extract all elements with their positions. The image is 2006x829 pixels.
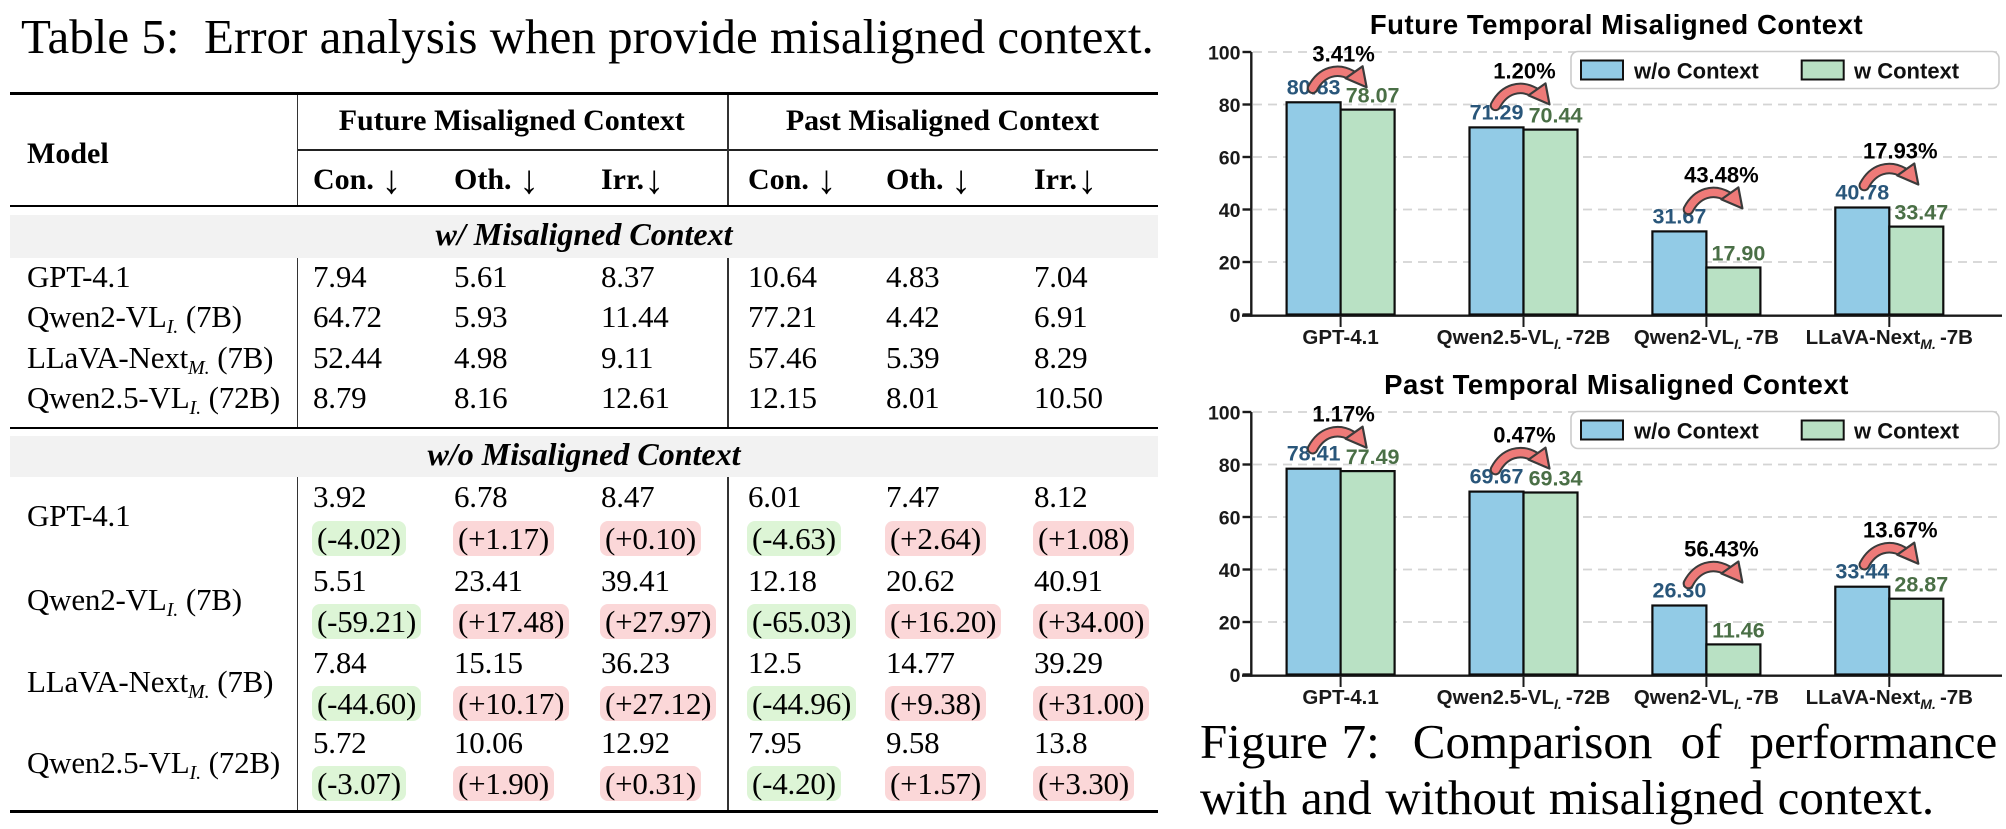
svg-text:LLaVA-NextM. -7B: LLaVA-NextM. -7B — [1806, 326, 1973, 352]
svg-text:60: 60 — [1219, 148, 1241, 170]
svg-text:Future Temporal Misaligned Con: Future Temporal Misaligned Context — [1370, 9, 1863, 40]
svg-text:GPT-4.1: GPT-4.1 — [1302, 326, 1378, 349]
svg-text:31.67: 31.67 — [1652, 204, 1706, 228]
svg-text:20: 20 — [1219, 253, 1241, 275]
svg-text:43.48%: 43.48% — [1684, 162, 1759, 187]
svg-text:100: 100 — [1208, 43, 1241, 65]
svg-text:Qwen2-VLI. -7B: Qwen2-VLI. -7B — [1634, 686, 1779, 712]
svg-text:w Context: w Context — [1853, 59, 1960, 84]
svg-text:56.43%: 56.43% — [1684, 537, 1759, 562]
svg-text:60: 60 — [1219, 508, 1241, 530]
svg-text:0: 0 — [1230, 305, 1241, 327]
svg-text:11.46: 11.46 — [1712, 618, 1765, 642]
svg-text:LLaVA-NextM. -7B: LLaVA-NextM. -7B — [1806, 686, 1973, 712]
svg-text:80: 80 — [1219, 95, 1241, 117]
svg-text:w Context: w Context — [1853, 419, 1960, 444]
svg-text:0: 0 — [1230, 665, 1241, 687]
svg-text:20: 20 — [1219, 613, 1241, 635]
svg-text:40: 40 — [1219, 560, 1241, 582]
svg-text:33.47: 33.47 — [1894, 201, 1948, 225]
svg-text:3.41%: 3.41% — [1312, 41, 1374, 66]
svg-text:13.67%: 13.67% — [1863, 518, 1938, 543]
svg-text:80: 80 — [1219, 455, 1241, 477]
svg-text:Qwen2-VLI. -7B: Qwen2-VLI. -7B — [1634, 326, 1779, 352]
svg-text:69.34: 69.34 — [1529, 467, 1583, 491]
svg-text:26.30: 26.30 — [1652, 579, 1706, 603]
svg-text:Qwen2.5-VLI. -72B: Qwen2.5-VLI. -72B — [1437, 326, 1611, 352]
svg-text:77.49: 77.49 — [1346, 445, 1400, 469]
svg-text:17.90: 17.90 — [1711, 242, 1765, 266]
svg-text:40: 40 — [1219, 200, 1241, 222]
svg-text:70.44: 70.44 — [1529, 104, 1583, 128]
svg-text:100: 100 — [1208, 403, 1241, 425]
svg-text:0.47%: 0.47% — [1493, 423, 1555, 448]
svg-text:28.87: 28.87 — [1894, 573, 1948, 597]
svg-text:78.07: 78.07 — [1346, 84, 1400, 108]
svg-text:w/o Context: w/o Context — [1633, 419, 1759, 444]
svg-text:Past Temporal Misaligned Conte: Past Temporal Misaligned Context — [1384, 369, 1849, 400]
svg-text:GPT-4.1: GPT-4.1 — [1302, 686, 1378, 709]
svg-text:w/o Context: w/o Context — [1633, 59, 1759, 84]
svg-text:1.20%: 1.20% — [1493, 58, 1555, 83]
svg-text:17.93%: 17.93% — [1863, 139, 1938, 164]
svg-text:1.17%: 1.17% — [1312, 402, 1374, 427]
svg-text:Qwen2.5-VLI. -72B: Qwen2.5-VLI. -72B — [1437, 686, 1611, 712]
